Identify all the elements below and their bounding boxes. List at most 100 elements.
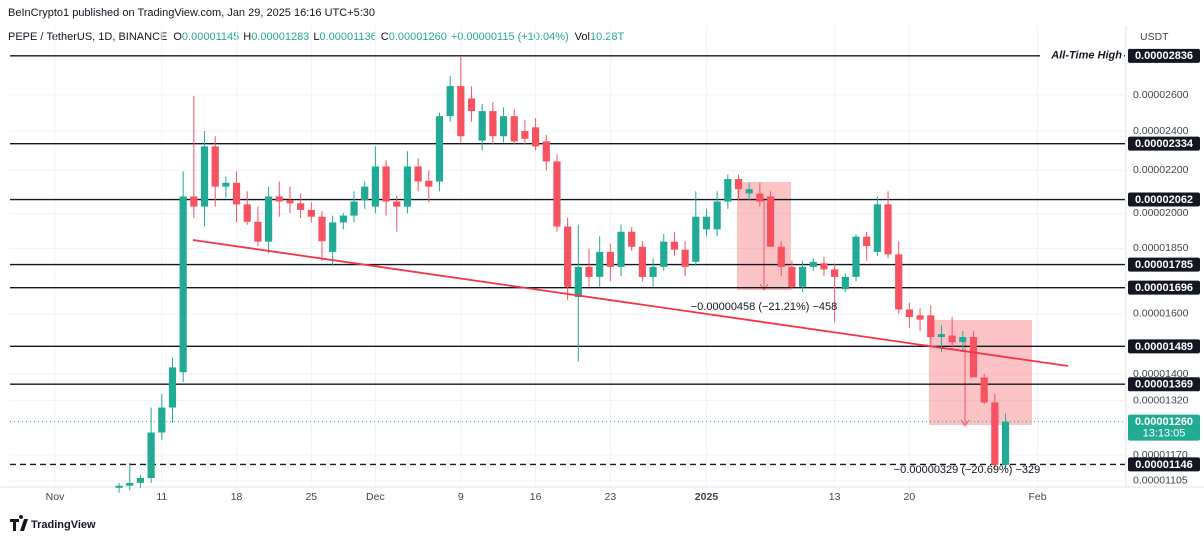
axis: 0.00002600 0.00002400 0.00002200 0.00002000…: [46, 47, 1200, 503]
candle-body: [467, 98, 476, 112]
candle-body: [937, 334, 946, 338]
last-price-label: 0.00001260: [1135, 416, 1193, 428]
candle-body: [446, 86, 454, 117]
x-tick-label: Nov: [46, 491, 65, 503]
candle-body: [841, 276, 849, 290]
candle-body: [852, 236, 860, 277]
y-tick-label: 0.00001320: [1133, 394, 1189, 406]
candle-body: [553, 161, 561, 227]
candle-body: [179, 196, 187, 373]
candle-body: [713, 201, 721, 230]
candle-body: [510, 116, 518, 142]
candle-body: [115, 485, 123, 488]
level-price-label: 0.00002334: [1135, 138, 1194, 150]
legend-value: 0.00001136: [319, 31, 376, 43]
candle-body: [585, 266, 593, 277]
candle-body: [168, 367, 177, 408]
candle-body: [457, 86, 465, 137]
candle-body: [435, 116, 444, 182]
level-note: All-Time High: [1050, 50, 1122, 62]
candle-body: [895, 254, 903, 310]
candle-body: [1001, 421, 1010, 465]
candle-body: [820, 263, 828, 270]
level-price-box: [1128, 192, 1200, 207]
measure-label: −0.00000329 (−20.69%) −329: [894, 464, 1041, 476]
candle-body: [702, 216, 711, 230]
candle-body: [766, 196, 775, 247]
candle-body: [211, 146, 219, 187]
candle-body: [660, 241, 668, 267]
candle-body: [606, 251, 614, 267]
candle-body: [638, 246, 646, 277]
candle-body: [136, 477, 145, 483]
level-price-box: [1128, 257, 1200, 272]
candle-body: [329, 222, 337, 252]
legend-key: L: [313, 31, 319, 43]
y-tick-label: 0.00001400: [1133, 368, 1189, 380]
level-price-label: 0.00002062: [1135, 194, 1193, 206]
candle-body: [905, 309, 913, 318]
y-tick-label: 0.00002400: [1133, 125, 1189, 137]
measure-arrow-head: [759, 283, 769, 291]
candle-body: [307, 209, 315, 217]
legend-key: H: [243, 31, 251, 43]
level-price-label: 0.00001696: [1135, 282, 1193, 294]
candle-body: [489, 111, 497, 137]
legend-key: Vol: [575, 31, 590, 43]
candle-body: [863, 236, 871, 247]
candle-body: [542, 141, 550, 162]
legend-value: 10.28T: [590, 31, 625, 43]
candle-body: [414, 166, 422, 182]
candle-body: [873, 204, 881, 252]
x-tick-label: 2025: [695, 491, 719, 503]
published-note: BeInCrypto1 published on TradingView.com…: [8, 7, 375, 19]
countdown: 13:13:05: [1143, 428, 1186, 440]
candle-body: [200, 146, 209, 207]
y-tick-label: 0.00002000: [1133, 207, 1189, 219]
candle-body: [190, 196, 198, 207]
trend-line: [192, 239, 1069, 367]
candle-body: [147, 432, 155, 478]
legend-change: +0.00000115 (+10.04%): [451, 31, 569, 43]
level-price-box: [1128, 136, 1200, 151]
brand: TradingView: [31, 519, 96, 531]
legend-value: 0.00001260: [389, 31, 447, 43]
logo-icon: [10, 515, 28, 531]
x-tick-label: 11: [156, 491, 167, 503]
legend-key: C: [381, 31, 389, 43]
y-tick-label: 0.00002600: [1133, 89, 1189, 101]
candle-body: [265, 196, 273, 242]
candle-body: [617, 231, 625, 267]
candle-body: [403, 166, 412, 207]
candle-body: [799, 266, 807, 287]
candle-body: [777, 246, 785, 267]
candle-body: [649, 266, 657, 277]
candle-body: [158, 407, 166, 433]
candle-body: [734, 179, 743, 190]
candle-body: [521, 131, 529, 139]
legend-key: O: [173, 31, 182, 43]
level-price-label: 0.00001785: [1135, 259, 1193, 271]
x-tick-label: 18: [231, 491, 243, 503]
x-tick-label: 20: [904, 491, 916, 503]
candle-body: [297, 203, 305, 210]
candle-body: [499, 116, 508, 137]
candle-body: [969, 337, 978, 378]
candle-body: [681, 249, 689, 267]
candle-body: [959, 337, 967, 343]
candle-body: [756, 193, 764, 202]
measure-label: −0.00000458 (−21.21%) −458: [691, 301, 838, 313]
currency: USDT: [1140, 31, 1169, 43]
candle-body: [564, 226, 572, 287]
candle-body: [628, 231, 636, 247]
legend: PEPE / TetherUS, 1D, BINANCE O0.00001145 H…: [8, 31, 624, 43]
candle-body: [393, 201, 401, 207]
y-tick-label: 0.00001600: [1133, 308, 1189, 320]
candle-body: [692, 216, 700, 262]
candle-body: [254, 221, 262, 242]
level-price-box: [1128, 280, 1200, 295]
candle-body: [927, 315, 935, 338]
candle-body: [980, 377, 988, 403]
last-price-box: [1128, 414, 1200, 441]
